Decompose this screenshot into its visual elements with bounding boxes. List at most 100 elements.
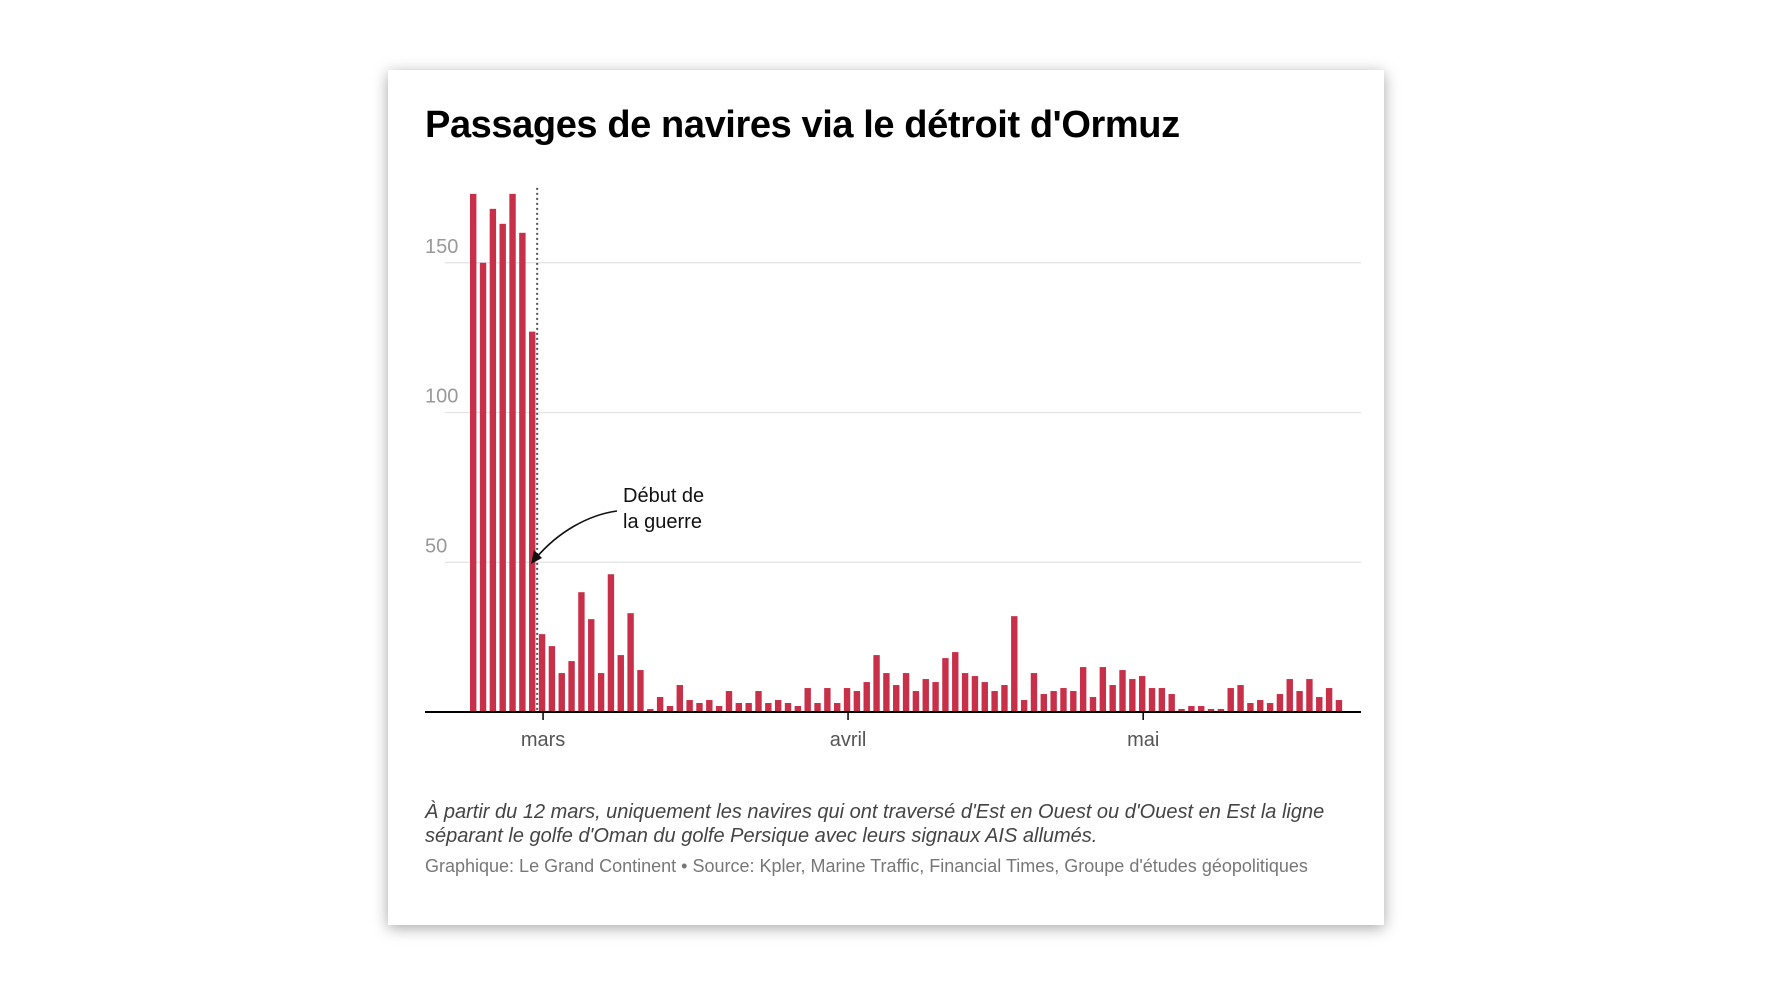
bar <box>1296 691 1303 712</box>
bar <box>1207 709 1215 712</box>
x-tick-label: mai <box>1127 729 1159 751</box>
bar <box>627 613 634 712</box>
bar <box>961 673 969 712</box>
bar <box>1178 709 1185 712</box>
bar <box>519 232 526 713</box>
bar <box>479 262 487 712</box>
bar <box>804 688 811 712</box>
bar <box>715 706 723 712</box>
chart-card: Passages de navires via le détroit d'Orm… <box>388 70 1384 925</box>
bar <box>1266 703 1274 712</box>
y-tick-label: 150 <box>425 236 458 258</box>
bar <box>696 703 703 712</box>
bar <box>568 661 575 712</box>
bar <box>1325 688 1333 712</box>
bar <box>538 634 546 712</box>
bar <box>971 676 979 712</box>
bar <box>765 703 772 712</box>
x-tick-label: avril <box>830 729 867 751</box>
y-tick-label: 50 <box>425 535 447 557</box>
bar <box>774 700 782 712</box>
bar <box>942 658 949 712</box>
bar <box>588 619 595 712</box>
bar <box>784 703 792 712</box>
bar <box>725 691 733 712</box>
bar <box>883 673 890 712</box>
annotation-arrowhead <box>531 550 542 564</box>
bar <box>1011 616 1018 712</box>
bar <box>735 703 743 712</box>
bar <box>873 655 880 712</box>
bar <box>1138 676 1146 712</box>
bar <box>814 703 821 712</box>
bar <box>1276 694 1284 712</box>
y-tick-label: 100 <box>425 386 458 408</box>
bar <box>607 574 615 712</box>
x-tick-label: mars <box>521 729 565 751</box>
bar <box>1247 703 1254 712</box>
bar <box>1001 685 1008 712</box>
bar <box>1227 688 1234 712</box>
bar <box>1286 679 1293 712</box>
bar <box>1020 700 1028 712</box>
bar <box>1148 688 1156 712</box>
annotation-arrow <box>535 510 618 559</box>
bar <box>676 685 683 712</box>
bar <box>981 682 988 712</box>
bar <box>509 193 516 712</box>
bar <box>755 691 762 712</box>
bar <box>1158 688 1166 712</box>
bar <box>1109 685 1116 712</box>
bar <box>1257 700 1264 712</box>
bar <box>548 646 556 712</box>
bar <box>597 673 605 712</box>
bar <box>1335 700 1343 712</box>
bar <box>1237 685 1244 712</box>
bar <box>706 700 713 712</box>
bar <box>666 706 674 712</box>
bar <box>834 703 841 712</box>
bar <box>902 673 910 712</box>
bar <box>1119 670 1126 712</box>
bar <box>578 592 585 712</box>
chart-title: Passages de navires via le détroit d'Orm… <box>425 104 1180 146</box>
annotation-text: la guerre <box>623 511 702 533</box>
bar <box>1099 667 1107 712</box>
bar <box>499 223 506 712</box>
bar <box>1306 679 1313 712</box>
bar <box>863 682 870 712</box>
bar <box>1050 691 1057 712</box>
bar <box>1040 694 1048 712</box>
bar <box>529 331 536 712</box>
bar <box>745 703 752 712</box>
bar <box>1089 697 1097 712</box>
bar <box>1030 673 1038 712</box>
bar <box>637 670 644 712</box>
bar <box>912 691 920 712</box>
bar <box>853 691 861 712</box>
bar <box>1060 688 1067 712</box>
bar <box>617 655 624 712</box>
annotation-text: Début de <box>623 485 704 507</box>
bar <box>952 652 959 712</box>
bar <box>558 673 565 712</box>
bar <box>1198 706 1205 712</box>
bar <box>1316 697 1323 712</box>
bar <box>686 700 693 712</box>
bar <box>824 688 831 712</box>
bar-chart: 50 100 150 mars avril mai Début de la guerre <box>425 187 1361 751</box>
chart-note: À partir du 12 mars, uniquement les navi… <box>425 801 1325 847</box>
bar <box>843 688 851 712</box>
bar <box>1217 709 1225 712</box>
bar <box>1168 694 1175 712</box>
chart-source: Graphique: Le Grand Continent • Source: … <box>425 856 1308 876</box>
bar <box>893 685 900 712</box>
bar <box>656 697 664 712</box>
bar <box>922 679 929 712</box>
bar <box>1188 706 1195 712</box>
bar <box>794 706 802 712</box>
bar <box>1129 679 1136 712</box>
bar <box>991 691 998 712</box>
bar <box>1079 667 1087 712</box>
bar <box>489 208 497 712</box>
